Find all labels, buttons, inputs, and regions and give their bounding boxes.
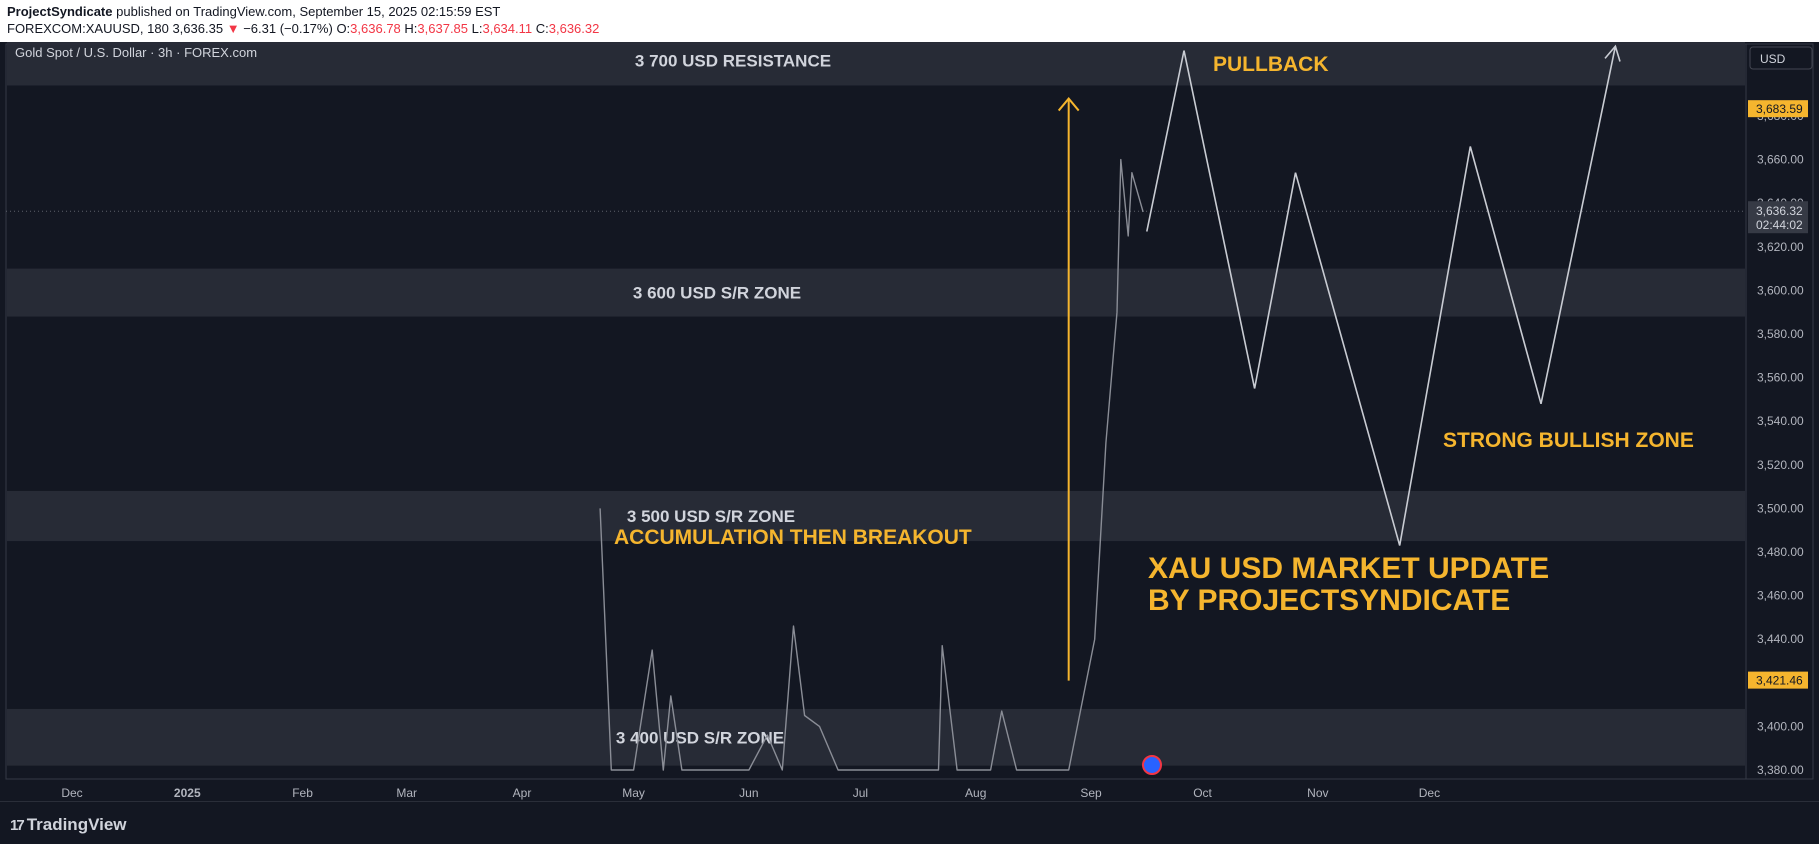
current-price-badge [1748,201,1808,234]
publish-line: ProjectSyndicate published on TradingVie… [7,4,500,19]
y-tick-label: 3,480.00 [1757,545,1804,559]
published-text: published on TradingView.com, September … [116,4,501,19]
x-tick-label: Aug [965,786,986,800]
last-price: 3,636.35 [172,21,224,36]
price-label-text: 3,683.59 [1756,102,1803,116]
x-tick-label: Sep [1080,786,1102,800]
y-tick-label: 3,660.00 [1757,153,1804,167]
x-tick-label: Dec [61,786,82,800]
y-tick-label: 3,580.00 [1757,327,1804,341]
projection-arrow-head [1604,44,1621,62]
annotation-title-line2: BY PROJECTSYNDICATE [1148,584,1510,617]
x-tick-label: Jun [739,786,758,800]
x-tick-label: Nov [1307,786,1328,800]
high-value: 3,637.85 [417,21,469,36]
sr-zone-band [7,490,1745,542]
plot-area [5,43,1747,780]
price-scale [1745,43,1814,780]
price-label-text: 3,421.46 [1756,674,1803,688]
x-tick-label: Mar [396,786,417,800]
price-series-line [599,158,1144,771]
countdown-text: 02:44:02 [1756,218,1803,232]
y-tick-label: 3,500.00 [1757,501,1804,515]
open-value: 3,636.78 [350,21,401,36]
annotation-title-line1: XAU USD MARKET UPDATE [1148,552,1549,585]
close-label: C: [535,21,549,36]
low-value: 3,634.11 [482,21,533,36]
currency-button-label[interactable]: USD [1760,52,1786,66]
zone-label: 3 400 USD S/R ZONE [616,728,784,747]
tradingview-logo[interactable]: 17 TradingView [10,815,127,835]
chart-title: Gold Spot / U.S. Dollar · 3h · FOREX.com [15,45,257,60]
y-tick-label: 3,460.00 [1757,589,1804,603]
x-tick-label: Feb [292,786,313,800]
open-label: O: [336,21,351,36]
symbol-line: FOREXCOM:XAUUSD, 180 3,636.35 ▼ −6.31 (−… [7,21,599,36]
sr-zone-band [7,708,1745,766]
close-value: 3,636.32 [548,21,600,36]
price-label-badge [1748,100,1808,118]
currency-button [1749,46,1813,70]
y-tick-label: 3,540.00 [1757,414,1804,428]
low-label: L: [471,21,483,36]
author-name[interactable]: ProjectSyndicate [7,4,113,19]
chart-frame[interactable]: 3 700 USD RESISTANCE 3 600 USD S/R ZONE 3 … [0,42,1819,801]
zone-label: 3 700 USD RESISTANCE [635,51,831,70]
price-change: −6.31 (−0.17%) [243,21,333,36]
y-tick-label: 3,380.00 [1757,763,1804,777]
annotation-accumulation: ACCUMULATION THEN BREAKOUT [614,526,972,549]
tradingview-logo-text: TradingView [26,815,127,834]
y-tick-label: 3,400.00 [1757,719,1804,733]
footer-bar: 17 TradingView [0,801,1819,844]
breakout-arrow-head [1057,96,1080,112]
projection-zigzag [1146,46,1617,546]
x-tick-label: Jul [853,786,868,800]
annotation-bullish-zone: STRONG BULLISH ZONE [1443,429,1694,452]
x-tick-label: Apr [513,786,532,800]
y-tick-label: 3,600.00 [1757,283,1804,297]
annotation-pullback: PULLBACK [1213,53,1329,76]
zone-label: 3 600 USD S/R ZONE [633,284,801,303]
high-label: H: [404,21,418,36]
sr-zone-band [7,268,1745,317]
y-tick-label: 3,620.00 [1757,240,1804,254]
y-tick-label: 3,440.00 [1757,632,1804,646]
x-tick-label: Dec [1419,786,1440,800]
current-price-text: 3,636.32 [1756,204,1803,218]
y-tick-label: 3,520.00 [1757,458,1804,472]
y-tick-label: 3,560.00 [1757,371,1804,385]
price-label-badge [1748,671,1808,689]
price-chart[interactable]: 3 700 USD RESISTANCE 3 600 USD S/R ZONE 3 … [0,42,1819,801]
sr-zone-band [7,42,1745,86]
x-tick-label: 2025 [174,786,201,800]
header-bar: ProjectSyndicate published on TradingVie… [0,0,1819,42]
us-flag-icon [1142,755,1162,775]
change-arrow-icon: ▼ [226,21,240,36]
zone-label: 3 500 USD S/R ZONE [627,507,795,526]
symbol-label: FOREXCOM:XAUUSD, 180 [7,21,169,36]
x-tick-label: May [622,786,645,800]
tradingview-logo-icon: 17 [10,817,25,834]
x-tick-label: Oct [1193,786,1212,800]
